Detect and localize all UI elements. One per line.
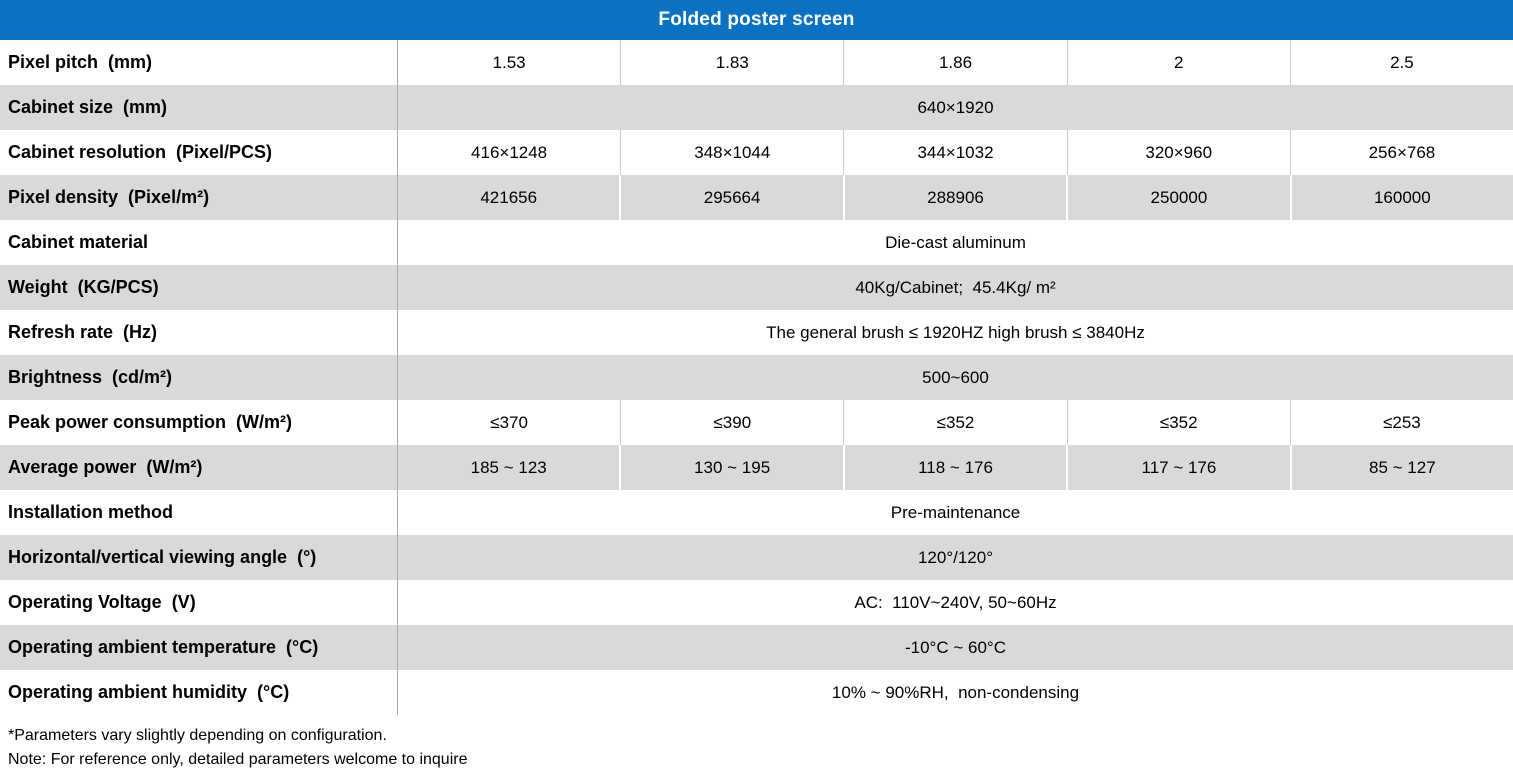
footnotes: *Parameters vary slightly depending on c…	[0, 715, 1513, 772]
row-label: Horizontal/vertical viewing angle (°)	[0, 535, 398, 580]
row-label: Peak power consumption (W/m²)	[0, 400, 398, 445]
cell-value: ≤390	[620, 400, 843, 445]
cell-value: 256×768	[1289, 130, 1513, 175]
row-label: Refresh rate (Hz)	[0, 310, 398, 355]
table-row-weight: Weight (KG/PCS) 40Kg/Cabinet; 45.4Kg/ m²	[0, 265, 1513, 310]
table-row-brightness: Brightness (cd/m²) 500~600	[0, 355, 1513, 400]
cell-span-value: -10°C ~ 60°C	[904, 637, 1006, 657]
cell-value: 1.83	[620, 40, 843, 85]
cell-value: 118 ~ 176	[842, 445, 1066, 490]
table-title-bar: Folded poster screen	[0, 0, 1513, 40]
cell-value: 85 ~ 127	[1289, 445, 1513, 490]
cell-value: 1.53	[492, 52, 526, 72]
table-row-average-power: Average power (W/m²) 185 ~ 123 130 ~ 195…	[0, 445, 1513, 490]
cell-value: ≤253	[1289, 400, 1513, 445]
cell-value: 344×1032	[843, 130, 1066, 175]
cell-value: 295664	[619, 175, 842, 220]
table-row-installation-method: Installation method Pre-maintenance	[0, 490, 1513, 535]
cell-value: 421656	[480, 187, 538, 207]
table-row-cabinet-resolution: Cabinet resolution (Pixel/PCS) 416×1248 …	[0, 130, 1513, 175]
row-label: Average power (W/m²)	[0, 445, 398, 490]
cell-value: 2	[1066, 40, 1290, 85]
footnote-reference: Note: For reference only, detailed param…	[8, 751, 468, 768]
cell-value: 416×1248	[471, 142, 548, 162]
footnote-parameters: *Parameters vary slightly depending on c…	[8, 727, 387, 744]
cell-value: ≤370	[490, 412, 528, 432]
row-label: Brightness (cd/m²)	[0, 355, 398, 400]
row-label: Pixel density (Pixel/m²)	[0, 175, 398, 220]
cell-value: 130 ~ 195	[619, 445, 842, 490]
row-label: Weight (KG/PCS)	[0, 265, 398, 310]
cell-value: ≤352	[843, 400, 1066, 445]
cell-span-value: 640×1920	[917, 97, 994, 117]
cell-value: ≤352	[1066, 400, 1290, 445]
cell-span-value: 10% ~ 90%RH, non-condensing	[831, 682, 1080, 702]
table-row-pixel-density: Pixel density (Pixel/m²) 421656 295664 2…	[0, 175, 1513, 220]
table-row-cabinet-material: Cabinet material Die-cast aluminum	[0, 220, 1513, 265]
cell-value: 2.5	[1289, 40, 1513, 85]
row-label: Operating Voltage (V)	[0, 580, 398, 625]
cell-value: 348×1044	[620, 130, 843, 175]
row-label: Operating ambient temperature (°C)	[0, 625, 398, 670]
table-title: Folded poster screen	[658, 9, 855, 30]
table-row-peak-power: Peak power consumption (W/m²) ≤370 ≤390 …	[0, 400, 1513, 445]
cell-value: 320×960	[1066, 130, 1290, 175]
table-row-viewing-angle: Horizontal/vertical viewing angle (°) 12…	[0, 535, 1513, 580]
cell-span-value: Die-cast aluminum	[885, 232, 1026, 252]
cell-span-value: 40Kg/Cabinet; 45.4Kg/ m²	[855, 277, 1056, 297]
cell-value: 1.86	[843, 40, 1066, 85]
cell-span-value: 500~600	[922, 367, 989, 387]
row-label: Pixel pitch (mm)	[0, 40, 398, 85]
table-row-operating-voltage: Operating Voltage (V) AC: 110V~240V, 50~…	[0, 580, 1513, 625]
cell-span-value: AC: 110V~240V, 50~60Hz	[854, 592, 1057, 612]
table-row-pixel-pitch: Pixel pitch (mm) 1.53 1.83 1.86 2 2.5	[0, 40, 1513, 85]
cell-value: 117 ~ 176	[1066, 445, 1289, 490]
cell-span-value: The general brush ≤ 1920HZ high brush ≤ …	[766, 322, 1145, 342]
row-label: Cabinet size (mm)	[0, 85, 398, 130]
table-row-cabinet-size: Cabinet size (mm) 640×1920	[0, 85, 1513, 130]
cell-value: 250000	[1066, 175, 1289, 220]
table-row-ambient-temperature: Operating ambient temperature (°C) -10°C…	[0, 625, 1513, 670]
cell-value: 160000	[1289, 175, 1513, 220]
cell-value: 288906	[842, 175, 1066, 220]
cell-value: 185 ~ 123	[470, 457, 547, 477]
row-label: Cabinet resolution (Pixel/PCS)	[0, 130, 398, 175]
cell-span-value: Pre-maintenance	[890, 502, 1021, 522]
row-label: Installation method	[0, 490, 398, 535]
row-label: Cabinet material	[0, 220, 398, 265]
table-row-ambient-humidity: Operating ambient humidity (°C) 10% ~ 90…	[0, 670, 1513, 715]
table-row-refresh-rate: Refresh rate (Hz) The general brush ≤ 19…	[0, 310, 1513, 355]
cell-span-value: 120°/120°	[917, 547, 994, 567]
row-label: Operating ambient humidity (°C)	[0, 670, 398, 715]
